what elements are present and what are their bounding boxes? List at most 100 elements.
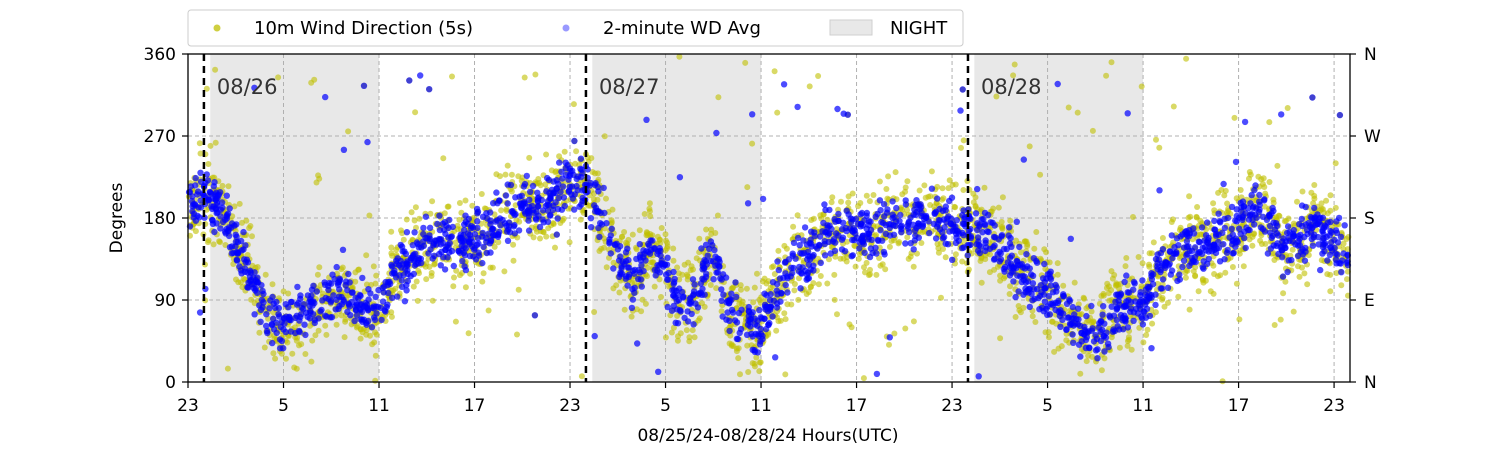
point-1-1931 [911,237,918,244]
point-1-946 [707,238,715,245]
point-0-155 [1161,303,1168,310]
point-1-1525 [986,245,994,253]
point-1-1294 [669,287,676,294]
point-1-1995 [250,281,257,288]
point-1-1600 [1314,233,1322,241]
point-1-1677 [1047,300,1054,308]
point-1-550 [1220,241,1227,248]
point-0-1997 [987,251,993,258]
point-0-1391 [753,354,760,361]
point-1-1117 [403,287,410,294]
point-0-2454 [712,230,719,236]
point-0-2386 [372,280,379,287]
point-0-1026 [783,245,790,252]
point-0-720 [1311,192,1318,199]
point-0-1426 [1105,290,1112,297]
point-1-577 [345,270,352,278]
point-0-669 [1135,254,1142,260]
point-0-2599 [1109,275,1116,282]
point-1-1036 [1205,255,1213,263]
x-tick-label-8: 23 [941,396,963,416]
point-1-1541 [336,302,343,310]
point-0-809 [1139,260,1146,267]
point-0-1578 [1318,200,1325,207]
point-1-935 [651,266,658,274]
point-1-1521 [1324,219,1332,226]
point-1-1888 [828,225,835,233]
point-1-1752 [1092,332,1099,339]
point-0-381 [998,218,1005,225]
point-0-1919 [1190,268,1197,275]
point-1-206 [643,116,650,124]
point-0-1021 [1344,276,1350,283]
point-1-1627 [510,223,517,230]
point-1-957 [436,212,443,219]
point-1-1895 [1221,224,1229,232]
point-1-1881 [340,146,348,153]
point-1-1773 [192,182,199,189]
point-1-1754 [847,215,854,222]
point-0-2319 [960,137,967,144]
point-1-183 [1228,225,1235,232]
point-1-646 [351,317,358,325]
point-1-1040 [670,280,677,288]
point-1-1821 [1184,250,1191,257]
point-0-2383 [550,221,557,227]
point-1-184 [1211,217,1218,225]
point-0-1752 [633,246,640,253]
point-0-2200 [1299,188,1306,195]
y2-tick-label-3: W [1364,127,1381,147]
point-1-1727 [654,250,661,257]
point-1-259 [333,263,340,271]
point-1-1743 [410,270,417,278]
point-0-2536 [1058,343,1065,350]
point-0-486 [684,271,691,278]
point-0-2387 [244,252,251,258]
point-0-513 [861,264,867,271]
point-0-1994 [1270,196,1277,203]
point-0-1410 [1098,367,1105,374]
point-1-1972 [550,202,557,209]
point-0-2420 [1032,319,1039,325]
point-0-604 [960,187,967,193]
point-1-722 [690,321,697,328]
point-1-1639 [1297,248,1305,255]
point-1-1702 [587,215,595,222]
point-1-1910 [598,221,606,228]
point-0-1933 [1237,187,1244,193]
point-1-1341 [982,247,989,255]
point-1-1686 [377,304,384,311]
point-1-1505 [1266,212,1273,220]
point-1-1948 [539,216,546,223]
point-1-1215 [886,334,893,341]
point-0-971 [938,294,944,301]
point-0-2492 [601,244,608,251]
point-1-977 [662,271,670,278]
point-1-1494 [1251,221,1258,228]
point-1-664 [223,192,230,199]
point-1-1295 [311,319,318,327]
point-1-784 [306,302,313,310]
point-1-1515 [642,257,649,264]
point-1-557 [1033,257,1040,265]
point-1-1938 [1081,327,1089,334]
point-1-1047 [417,72,424,79]
point-1-930 [210,183,217,190]
point-1-594 [322,93,329,101]
point-1-1375 [558,168,565,175]
point-0-1195 [1327,192,1334,199]
point-1-803 [689,276,697,283]
point-0-1106 [275,74,282,81]
point-1-1609 [807,266,814,273]
point-1-1712 [798,269,805,277]
point-1-1455 [784,289,791,296]
point-1-1121 [422,213,430,220]
point-0-2157 [1010,72,1017,79]
point-1-1442 [1092,347,1100,354]
point-1-530 [861,249,868,256]
point-0-193 [616,289,623,296]
point-1-1944 [716,263,723,270]
point-0-1543 [927,202,934,208]
point-1-756 [302,331,309,339]
point-1-1083 [1298,215,1306,223]
